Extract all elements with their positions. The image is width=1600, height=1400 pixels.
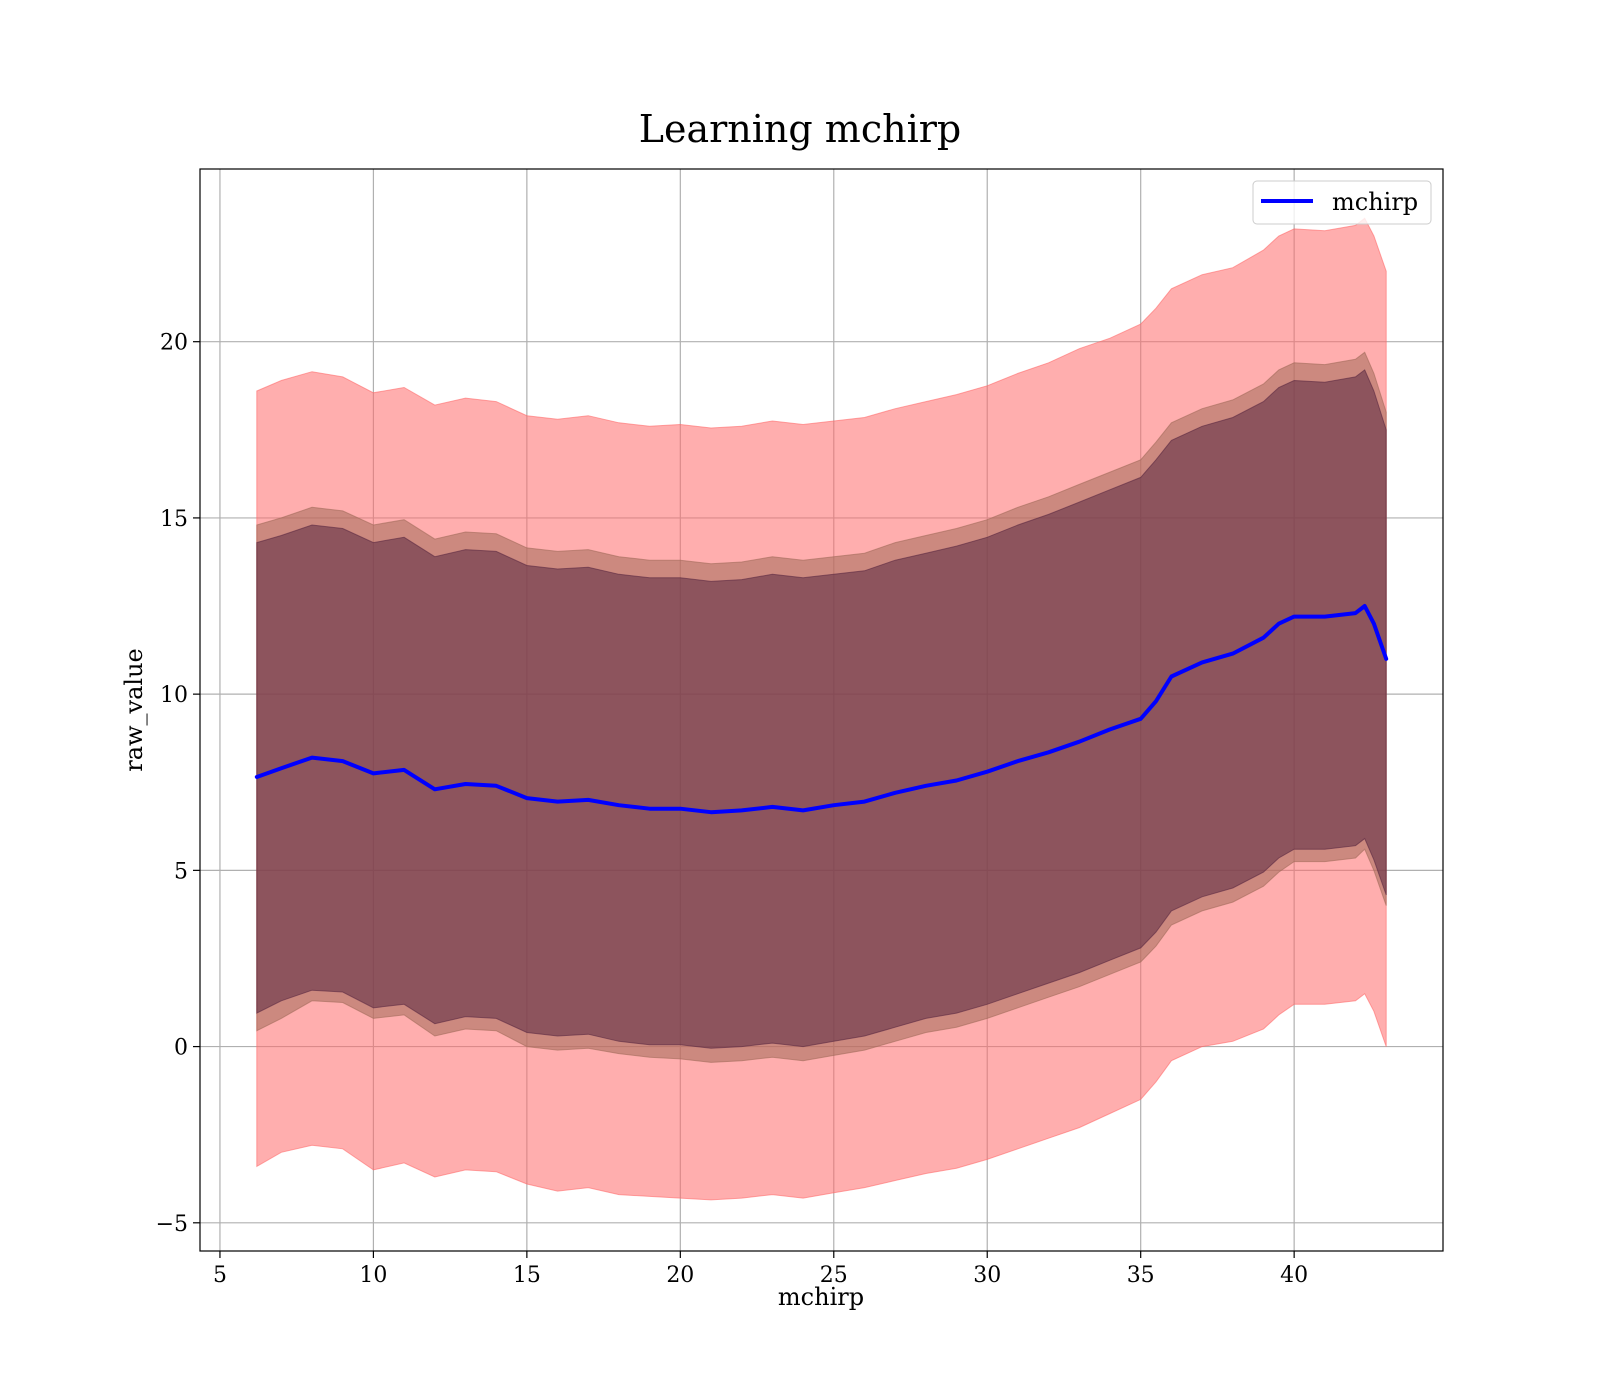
x-tick-label: 35 — [1127, 1263, 1155, 1288]
x-tick-label: 5 — [213, 1263, 227, 1288]
x-tick-label: 20 — [666, 1263, 694, 1288]
x-tick-label: 30 — [973, 1263, 1001, 1288]
legend-box — [1252, 180, 1432, 225]
series-line — [254, 604, 1389, 815]
x-axis-label: mchirp — [778, 1283, 864, 1311]
y-tick-label: 10 — [160, 683, 188, 708]
y-tick-label: −5 — [156, 1212, 188, 1237]
y-tick-label: 15 — [160, 507, 188, 532]
y-tick-label: 20 — [160, 331, 188, 356]
y-tick-label: 0 — [174, 1036, 188, 1061]
y-axis-label: raw_value — [120, 648, 148, 772]
x-tick-label: 25 — [820, 1263, 848, 1288]
x-tick-label: 10 — [359, 1263, 387, 1288]
mchirp-line — [254, 604, 1389, 815]
inner-band — [256, 369, 1387, 1049]
x-tick-label: 40 — [1280, 1263, 1308, 1288]
ticks: 5 10 15 20 25 30 35 40 −5 0 5 10 15 20 — [156, 331, 1309, 1288]
chart-title: Learning mchirp — [639, 107, 961, 151]
plot-frame — [199, 168, 1444, 1252]
legend: mchirp — [1252, 180, 1432, 225]
y-tick-label: 5 — [174, 859, 188, 884]
bands — [256, 217, 1387, 1201]
x-tick-label: 15 — [513, 1263, 541, 1288]
legend-label: mchirp — [1332, 188, 1418, 216]
